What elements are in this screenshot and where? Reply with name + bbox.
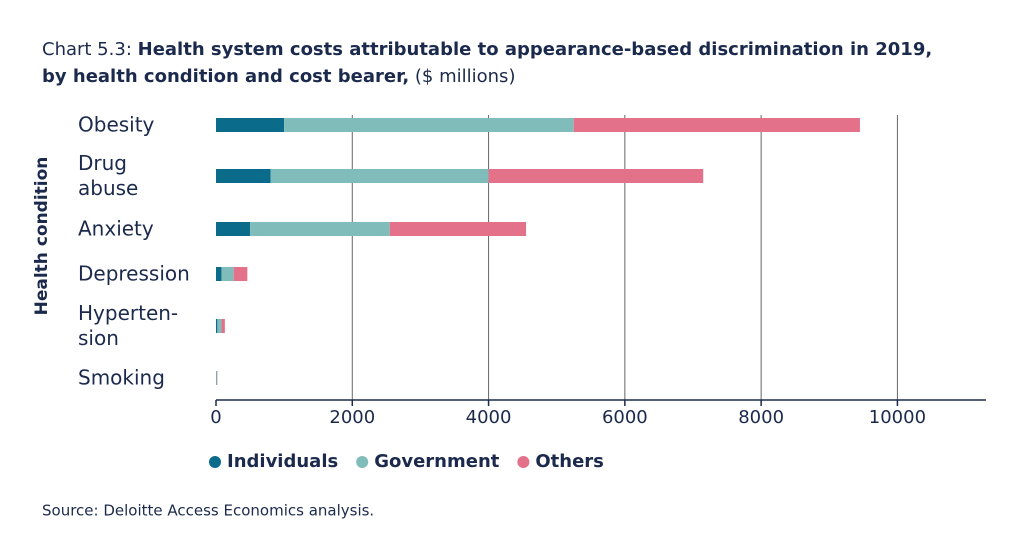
bar-segment <box>216 319 218 333</box>
bar-segment <box>216 169 271 183</box>
bar-segment <box>573 118 860 132</box>
category-label: Depression <box>78 261 190 286</box>
legend-swatch <box>356 456 369 468</box>
bar-segment <box>217 319 222 333</box>
bar-segment <box>216 371 218 385</box>
bar-segment <box>284 118 574 132</box>
legend-label: Others <box>535 451 604 472</box>
bar-segment <box>221 267 234 281</box>
x-tick-label: 2000 <box>329 407 375 428</box>
legend-label: Individuals <box>227 451 338 472</box>
x-tick-label: 8000 <box>738 407 784 428</box>
bar-segment <box>216 222 251 236</box>
category-label: Drug abuse <box>78 151 139 200</box>
bar-segment <box>233 267 248 281</box>
bar-segment <box>488 169 704 183</box>
title-label: Chart 5.3: <box>42 39 132 60</box>
bar-segment <box>216 118 285 132</box>
y-axis-title: Health condition <box>32 157 52 316</box>
category-label: Obesity <box>78 112 155 137</box>
x-tick-label: 0 <box>210 407 221 428</box>
category-label: Smoking <box>78 365 165 390</box>
bar-segment <box>389 222 527 236</box>
title-text: Health system costs attributable to appe… <box>42 39 933 87</box>
chart-title: Chart 5.3: Health system costs attributa… <box>42 36 942 90</box>
legend-label: Government <box>374 451 500 472</box>
x-tick-label: 6000 <box>602 407 648 428</box>
bar-segment <box>221 319 225 333</box>
title-unit: ($ millions) <box>414 66 516 87</box>
x-tick-label: 4000 <box>466 407 512 428</box>
bar-segment <box>216 267 222 281</box>
legend-swatch <box>517 456 530 468</box>
legend-swatch <box>209 456 221 468</box>
category-label: Hyperten- sion <box>78 301 179 350</box>
bar-segment <box>250 222 390 236</box>
source: Source: Deloitte Access Economics analys… <box>42 502 374 520</box>
category-label: Anxiety <box>78 216 154 241</box>
x-tick-label: 10000 <box>869 407 926 428</box>
bar-segment <box>270 169 489 183</box>
